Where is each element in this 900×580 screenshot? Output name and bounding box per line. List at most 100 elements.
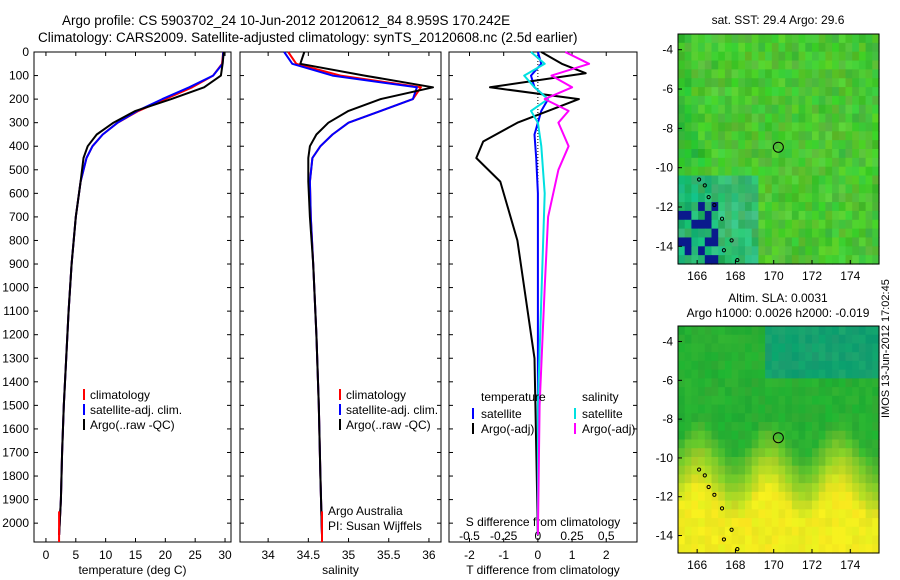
sla-map-cell xyxy=(745,387,753,397)
sla-map-cell xyxy=(812,448,820,458)
sla-map-cell xyxy=(758,378,766,388)
sla-map-cell xyxy=(678,395,686,406)
sla-map-cell xyxy=(872,326,880,336)
sst-map-cell xyxy=(838,104,847,115)
sla-map-cell xyxy=(691,369,699,379)
sla-map-cell xyxy=(858,474,867,484)
sst-map-cell xyxy=(812,95,820,106)
sst-map-cell xyxy=(745,210,753,221)
sst-map-cell xyxy=(805,246,813,256)
sla-map-cell xyxy=(832,439,840,449)
sst-map-cell xyxy=(751,202,759,212)
sla-map-cell xyxy=(745,448,753,458)
sst-map-cell xyxy=(785,78,793,88)
sst-map-cell xyxy=(718,113,726,124)
sla-map-cell xyxy=(718,544,726,554)
sst-map-cell xyxy=(812,60,820,70)
sst-map-cell xyxy=(745,131,753,141)
sla-map-cell xyxy=(845,334,853,345)
sla-map-cell xyxy=(798,360,806,371)
sla-map-cell xyxy=(858,430,867,441)
sst-map-cell xyxy=(798,149,806,159)
sla-map-cell xyxy=(785,430,793,441)
sal-legend-label: satellite-adj. clim. xyxy=(346,403,438,417)
sla-map-cell xyxy=(771,483,780,493)
sla-map-cell xyxy=(791,378,800,388)
sst-map-cell xyxy=(765,78,773,88)
sla-map-cell xyxy=(738,518,746,528)
sst-map-cell xyxy=(785,149,793,159)
sst-map-cell xyxy=(778,255,786,265)
sla-map-cell xyxy=(825,413,833,423)
sst-map-cell xyxy=(731,237,739,247)
sst-map-cell xyxy=(852,175,860,185)
sst-map-cell xyxy=(738,149,746,159)
sst-map-cell xyxy=(745,122,753,132)
sla-map-cell xyxy=(778,526,786,537)
sst-map-cell xyxy=(872,210,880,221)
diff-xlabel: T difference from climatology xyxy=(466,563,620,577)
sst-map-cell xyxy=(751,184,759,194)
sst-map-cell xyxy=(731,122,739,132)
sst-map-cell xyxy=(865,219,873,230)
sla-map-cell xyxy=(738,404,746,414)
sla-map-cell xyxy=(852,387,860,397)
sla-map-cell xyxy=(765,430,773,441)
sla-map-cell xyxy=(691,456,699,467)
sla-map-cell xyxy=(698,535,706,545)
sla-map-cell xyxy=(771,544,780,554)
sst-map-cell xyxy=(812,219,820,230)
sla-map-cell xyxy=(684,430,692,441)
sla-map-cell xyxy=(858,509,867,519)
sst-map-cell xyxy=(771,237,780,247)
sst-map-cell xyxy=(738,193,746,203)
sla-map-cell xyxy=(731,474,739,484)
sla-map-cell xyxy=(812,404,820,414)
sst-map-cell xyxy=(751,87,759,97)
sst-map-cell xyxy=(798,42,806,53)
sla-map-cell xyxy=(852,439,860,449)
sla-map-cell xyxy=(832,404,840,414)
sla-map-cell xyxy=(771,518,780,528)
sla-map-cell xyxy=(745,378,753,388)
sst-map-cell xyxy=(691,122,699,132)
sla-map-cell xyxy=(758,439,766,449)
sla-map-cell xyxy=(818,491,826,502)
sla-map-cell xyxy=(825,326,833,336)
sla-map-cell xyxy=(832,518,840,528)
sst-map-cell xyxy=(704,113,713,124)
sst-map-cell xyxy=(785,87,793,97)
sla-map-cell xyxy=(718,387,726,397)
sla-map-cell xyxy=(798,413,806,423)
sst-map-cell xyxy=(838,246,847,256)
sst-map-cell xyxy=(778,34,786,44)
sla-map-cell xyxy=(858,465,867,476)
sla-map-cell xyxy=(745,395,753,406)
sst-map-cell xyxy=(745,51,753,62)
sst-map-cell xyxy=(845,104,853,115)
sla-map-cell xyxy=(845,378,853,388)
sst-map-cell xyxy=(791,78,800,88)
sla-map-cell xyxy=(731,483,739,493)
sla-map-cell xyxy=(738,326,746,336)
sst-map-cell xyxy=(731,131,739,141)
sst-map-cell xyxy=(798,95,806,106)
sst-map-cell xyxy=(798,202,806,212)
sst-map-cell xyxy=(825,42,833,53)
sla-map-cell xyxy=(758,369,766,379)
sla-map-cell xyxy=(758,404,766,414)
sla-map-cell xyxy=(724,413,733,423)
sla-map-cell xyxy=(745,500,753,510)
sst-map-cell xyxy=(771,34,780,44)
sst-map-cell xyxy=(738,237,746,247)
sst-island-outline xyxy=(696,177,702,182)
sst-map-cell xyxy=(865,51,873,62)
sst-map-cell xyxy=(838,157,847,168)
sla-map-cell xyxy=(852,465,860,476)
sst-map-cell xyxy=(765,87,773,97)
sst-map-cell xyxy=(858,149,867,159)
sla-map-cell xyxy=(845,422,853,432)
sst-map-cell xyxy=(778,228,786,239)
sla-map-cell xyxy=(738,474,746,484)
sst-map-cell xyxy=(771,202,780,212)
